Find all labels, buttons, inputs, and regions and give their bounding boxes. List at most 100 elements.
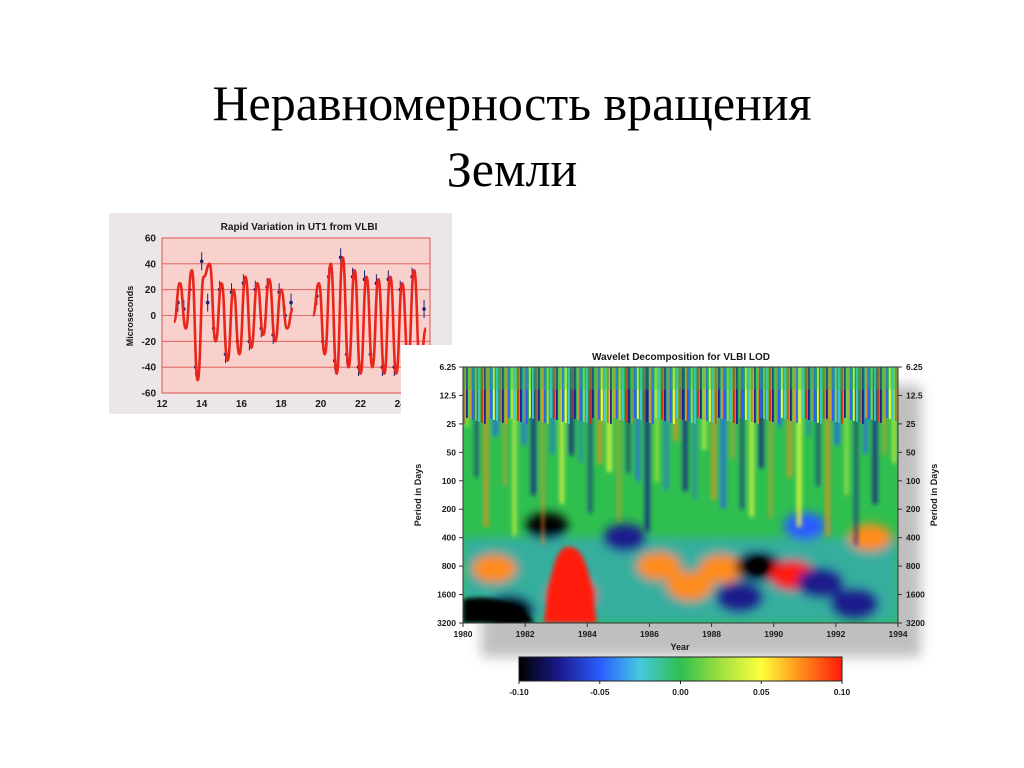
wavelet-fine-stripe <box>823 367 825 418</box>
wavelet-finger <box>484 367 488 527</box>
wavelet-fine-stripe <box>883 367 885 424</box>
wavelet-fine-stripe <box>769 367 771 421</box>
wavelet-fine-stripe <box>499 367 501 422</box>
wavelet-fine-stripe <box>613 367 615 418</box>
ut1-observation-point <box>289 300 293 305</box>
wavelet-fine-stripe <box>700 367 702 419</box>
wavelet-fine-stripe <box>688 367 690 422</box>
wavelet-fine-stripe <box>733 367 735 423</box>
wavelet-fine-stripe <box>829 367 831 420</box>
wavelet-y-tick-label: 200 <box>442 504 456 514</box>
wavelet-feature-blob <box>830 587 879 620</box>
wavelet-colorbar-tick-label: -0.10 <box>509 687 529 697</box>
wavelet-finger <box>816 367 820 486</box>
wavelet-fine-stripe <box>739 367 741 418</box>
wavelet-fine-stripe <box>784 367 786 419</box>
wavelet-top-band <box>463 367 898 424</box>
ut1-x-tick-label: 24 <box>395 399 407 410</box>
wavelet-fine-stripe <box>646 367 648 422</box>
wavelet-fine-stripe <box>604 367 606 422</box>
wavelet-fine-stripe <box>547 367 549 424</box>
wavelet-fine-stripe <box>622 367 624 421</box>
wavelet-fine-stripe <box>568 367 570 424</box>
wavelet-fine-stripe <box>559 367 561 421</box>
wavelet-fine-stripe <box>535 367 537 420</box>
wavelet-fine-stripe <box>778 367 780 424</box>
ut1-y-axis-label: Microseconds <box>125 286 135 347</box>
wavelet-fine-stripe <box>805 367 807 419</box>
wavelet-fine-stripe <box>874 367 876 421</box>
wavelet-fine-stripe <box>493 367 495 420</box>
wavelet-finger <box>635 367 640 481</box>
wavelet-finger <box>682 367 688 491</box>
ut1-y-tick-label: 40 <box>145 259 157 270</box>
wavelet-finger <box>474 367 478 477</box>
wavelet-fine-stripe <box>844 367 846 418</box>
wavelet-fine-stripe <box>751 367 753 422</box>
wavelet-negative-core <box>749 558 768 575</box>
wavelet-y-ticks-right: 6.25 12.5 25 50 100 200 400 800 1600 3200 <box>898 362 925 628</box>
wavelet-finger <box>588 367 592 513</box>
wavelet-x-tick-label: 1992 <box>826 629 845 639</box>
ut1-y-tick-label: 20 <box>145 285 157 296</box>
ut1-observation-point <box>199 259 204 264</box>
wavelet-fine-stripe <box>616 367 618 419</box>
wavelet-fine-stripe <box>643 367 645 421</box>
wavelet-fine-stripe <box>712 367 714 423</box>
wavelet-fine-stripe <box>511 367 513 419</box>
wavelet-fine-stripe <box>865 367 867 418</box>
wavelet-finger <box>854 367 858 545</box>
wavelet-fine-stripe <box>607 367 609 423</box>
wavelet-fine-stripe <box>520 367 522 422</box>
wavelet-fine-stripe <box>694 367 696 424</box>
wavelet-fine-stripe <box>736 367 738 424</box>
wavelet-fine-stripe <box>862 367 864 424</box>
wavelet-fine-stripe <box>586 367 588 423</box>
wavelet-fine-stripe <box>880 367 882 423</box>
wavelet-dominant-features <box>463 546 768 623</box>
wavelet-y-axis-label-right: Period in Days <box>929 464 939 527</box>
wavelet-fine-stripe <box>565 367 567 423</box>
wavelet-fine-stripe <box>472 367 474 420</box>
wavelet-fine-stripe <box>847 367 849 419</box>
wavelet-fine-stripe <box>580 367 582 421</box>
ut1-x-tick-label: 12 <box>156 399 168 410</box>
wavelet-fine-stripe <box>802 367 804 418</box>
wavelet-fine-stripe <box>814 367 816 422</box>
ut1-chart: Rapid Variation in UT1 from VLBI Microse… <box>109 213 452 414</box>
wavelet-fine-stripe <box>730 367 732 422</box>
wavelet-fine-stripe <box>895 367 897 421</box>
wavelet-feature-blob <box>525 512 569 540</box>
wavelet-colorbar-tick-label: 0.05 <box>753 687 770 697</box>
wavelet-y-tick-label-right: 400 <box>906 533 920 543</box>
wavelet-y-tick-label: 6.25 <box>439 362 456 372</box>
wavelet-feature-blob <box>471 553 517 584</box>
wavelet-fine-stripe <box>571 367 573 418</box>
wavelet-fine-stripe <box>634 367 636 418</box>
wavelet-y-tick-label: 25 <box>447 419 457 429</box>
ut1-x-ticks: 12 14 16 18 20 22 24 <box>156 399 406 410</box>
wavelet-finger <box>655 367 658 482</box>
ut1-x-tick-label: 16 <box>236 399 248 410</box>
wavelet-fine-stripe <box>637 367 639 419</box>
wavelet-feature-blob <box>666 570 714 602</box>
wavelet-y-tick-label-right: 6.25 <box>906 362 923 372</box>
wavelet-x-tick-label: 1986 <box>640 629 659 639</box>
wavelet-finger <box>550 367 554 454</box>
wavelet-fine-stripe <box>544 367 546 423</box>
wavelet-y-tick-label: 100 <box>442 476 456 486</box>
wavelet-finger <box>720 367 726 508</box>
wavelet-fine-stripe <box>610 367 612 424</box>
wavelet-y-tick-label-right: 50 <box>906 447 916 457</box>
wavelet-fine-stripe <box>655 367 657 418</box>
wavelet-fine-stripe <box>832 367 834 421</box>
wavelet-feature-blob <box>848 523 892 552</box>
wavelet-fine-stripe <box>697 367 699 418</box>
wavelet-fine-stripe <box>820 367 822 424</box>
wavelet-fine-stripe <box>628 367 630 423</box>
wavelet-fine-stripe <box>799 367 801 424</box>
wavelet-x-tick-label: 1980 <box>454 629 473 639</box>
wavelet-fine-stripe <box>466 367 468 418</box>
wavelet-fine-stripe <box>508 367 510 418</box>
wavelet-fine-stripe <box>790 367 792 421</box>
